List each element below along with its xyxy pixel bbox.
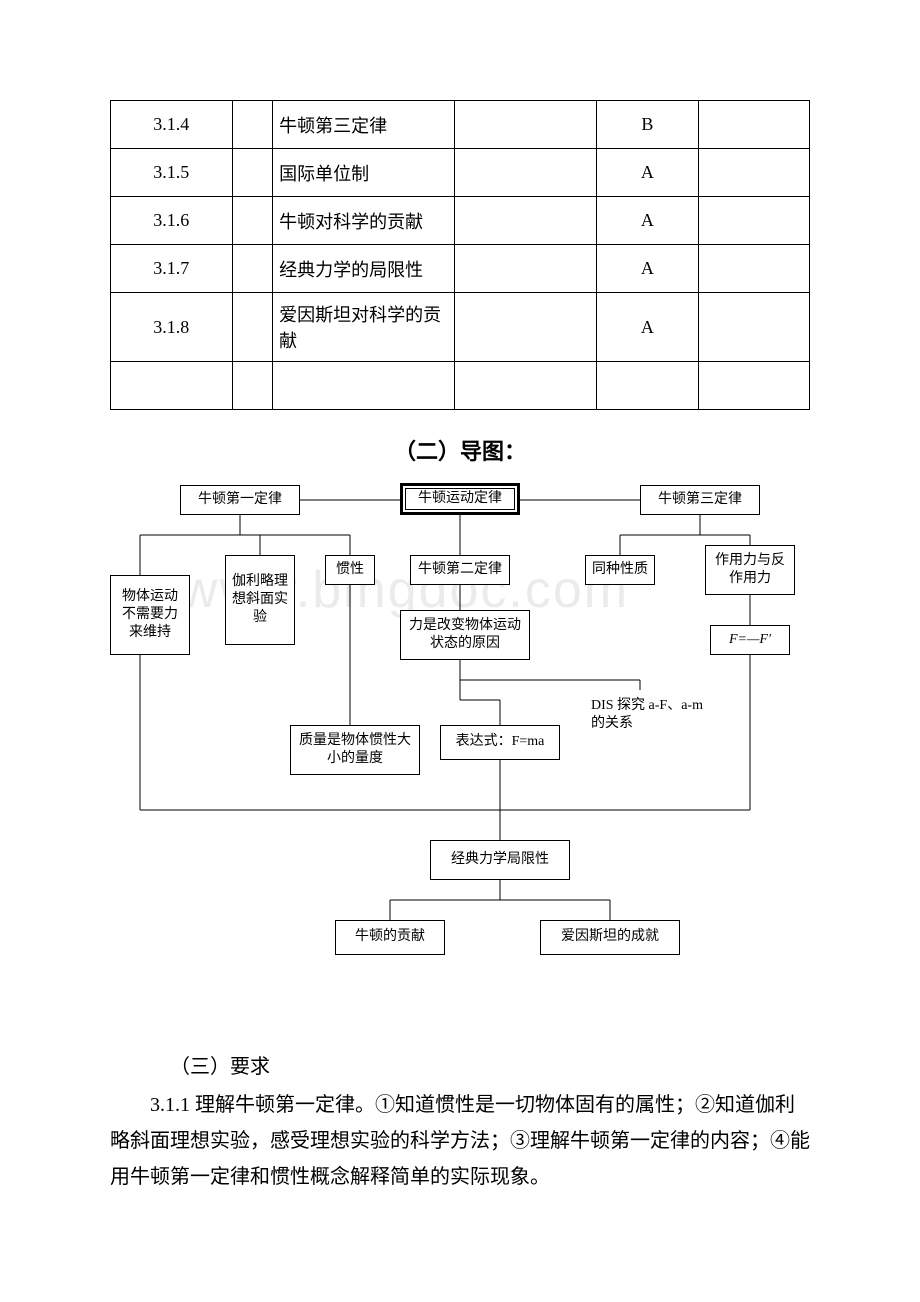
table-cell xyxy=(698,362,809,410)
table-cell xyxy=(698,149,809,197)
table-row: 3.1.5 国际单位制 A xyxy=(111,149,810,197)
table-row: 3.1.8 爱因斯坦对科学的贡献 A xyxy=(111,293,810,362)
table-cell: 国际单位制 xyxy=(273,149,455,197)
table-cell xyxy=(455,149,597,197)
node-limitation: 经典力学局限性 xyxy=(430,840,570,880)
table-cell xyxy=(273,362,455,410)
table-cell: 3.1.5 xyxy=(111,149,233,197)
table-cell: A xyxy=(597,293,698,362)
table-cell xyxy=(455,101,597,149)
table-cell: 牛顿对科学的贡献 xyxy=(273,197,455,245)
node-dis-explore: DIS 探究 a-F、a-m 的关系 xyxy=(585,690,715,740)
node-einstein: 爱因斯坦的成就 xyxy=(540,920,680,955)
node-fma: 表达式：F=ma xyxy=(440,725,560,760)
section3-title: （三）要求 xyxy=(170,1050,810,1079)
table-cell: 牛顿第三定律 xyxy=(273,101,455,149)
table-cell xyxy=(232,245,273,293)
table-cell: A xyxy=(597,197,698,245)
node-first-law: 牛顿第一定律 xyxy=(180,485,300,515)
table-cell xyxy=(232,293,273,362)
table-cell xyxy=(111,362,233,410)
requirements-table: 3.1.4牛顿第三定律B3.1.5国际单位制A3.1.6牛顿对科学的贡献A3.1… xyxy=(110,100,810,410)
table-cell xyxy=(698,197,809,245)
node-same-nature: 同种性质 xyxy=(585,555,655,585)
table-cell xyxy=(698,293,809,362)
requirement-paragraph: 3.1.1 理解牛顿第一定律。①知道惯性是一切物体固有的属性；②知道伽利略斜面理… xyxy=(110,1087,810,1195)
node-newton-contrib: 牛顿的贡献 xyxy=(335,920,445,955)
concept-diagram: 牛顿第一定律 牛顿运动定律 牛顿第三定律 物体运动不需要力来维持 伽利略理想斜面… xyxy=(110,480,810,1030)
table-cell xyxy=(597,362,698,410)
table-row xyxy=(111,362,810,410)
table-row: 3.1.7 经典力学的局限性 A xyxy=(111,245,810,293)
table-cell xyxy=(455,245,597,293)
table-cell xyxy=(232,149,273,197)
table-cell: B xyxy=(597,101,698,149)
table-row: 3.1.6 牛顿对科学的贡献 A xyxy=(111,197,810,245)
node-motion-laws: 牛顿运动定律 xyxy=(400,483,520,515)
table-row: 3.1.4 牛顿第三定律 B xyxy=(111,101,810,149)
node-inertia: 惯性 xyxy=(325,555,375,585)
table-cell: 3.1.4 xyxy=(111,101,233,149)
table-cell: A xyxy=(597,149,698,197)
table-cell: 爱因斯坦对科学的贡献 xyxy=(273,293,455,362)
table-cell xyxy=(232,101,273,149)
node-no-force: 物体运动不需要力来维持 xyxy=(110,575,190,655)
node-galileo: 伽利略理想斜面实验 xyxy=(225,555,295,645)
node-action-reaction: 作用力与反作用力 xyxy=(705,545,795,595)
table-cell xyxy=(455,293,597,362)
node-f-minus-f: F=—F′ xyxy=(710,625,790,655)
node-mass-inertia: 质量是物体惯性大小的量度 xyxy=(290,725,420,775)
table-cell: 经典力学的局限性 xyxy=(273,245,455,293)
table-cell: A xyxy=(597,245,698,293)
table-cell: 3.1.6 xyxy=(111,197,233,245)
node-third-law: 牛顿第三定律 xyxy=(640,485,760,515)
table-cell xyxy=(455,362,597,410)
node-force-change: 力是改变物体运动状态的原因 xyxy=(400,610,530,660)
table-cell: 3.1.7 xyxy=(111,245,233,293)
node-second-law: 牛顿第二定律 xyxy=(410,555,510,585)
table-cell xyxy=(698,245,809,293)
section2-title: （二）导图： xyxy=(110,434,810,466)
table-cell xyxy=(232,197,273,245)
table-cell xyxy=(232,362,273,410)
table-cell xyxy=(455,197,597,245)
table-cell xyxy=(698,101,809,149)
table-cell: 3.1.8 xyxy=(111,293,233,362)
